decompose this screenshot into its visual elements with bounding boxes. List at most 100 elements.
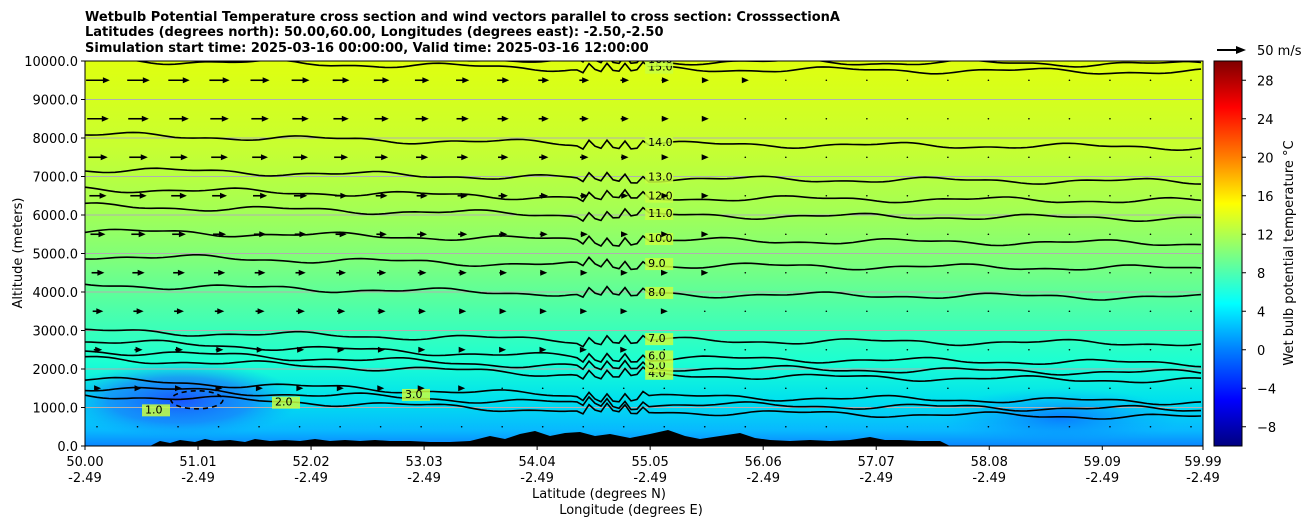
wind-vector [906,348,909,351]
contour-line [85,394,1202,420]
wind-vector [1028,156,1030,159]
wind-vector [177,425,179,428]
quiver-key-label: 50 m/s [1257,44,1302,59]
wind-vector-head [620,269,628,276]
wind-vector-head [540,269,548,276]
wind-vector [1028,387,1030,390]
x-tick-label-lat: 58.08 [971,455,1008,470]
wind-vector [1190,156,1192,159]
wind-vector-head [701,154,709,161]
wind-vector-head [459,269,467,276]
wind-vector [703,387,706,390]
wind-vector [1068,271,1071,274]
colorbar-tick-label: 20 [1257,151,1274,166]
x-axis-label-2: Longitude (degrees E) [559,503,703,518]
wind-vector [987,310,990,313]
wind-vector-head [580,231,588,238]
wind-vector [1068,310,1071,313]
x-axis: 50.00-2.4951.01-2.4952.02-2.4953.03-2.49… [66,446,1222,486]
wind-vector-head [421,115,429,122]
title-line-3: Simulation start time: 2025-03-16 00:00:… [85,41,649,56]
wind-vector [744,271,747,274]
wind-vector-head [420,192,428,199]
x-tick-label-lon: -2.49 [520,471,554,486]
wind-vector-head [620,308,628,315]
wind-vector-head [462,77,470,84]
wind-vector [866,117,868,120]
wind-vector [1109,79,1111,82]
contour-label-bg [142,404,170,417]
wind-vector [96,425,98,428]
wind-vector-head [581,115,589,122]
wind-vector-head [296,385,304,392]
y-axis: 0.0 1000.0 2000.0 3000.0 4000.0 5000.0 6000.0 7… [24,55,85,455]
wind-vector-head [499,346,507,353]
wind-vector [582,387,585,390]
wind-vector [947,233,949,236]
wind-vector-head [177,269,185,276]
wind-vector-head [139,192,147,199]
colorbar-tick-label: 0 [1257,344,1265,359]
colorbar: −8 −4 0 4 8 12 16 20 24 28 Wet bulb potential tem… [1213,60,1297,447]
x-tick-label-lon: -2.49 [1186,471,1220,486]
wind-vector-head [661,115,669,122]
wind-vector-head [337,346,345,353]
contour-line [85,186,1202,204]
wind-vector-head [301,154,309,161]
wind-vector-head [501,115,509,122]
title-line-1: Wetbulb Potential Temperature cross sect… [85,10,840,25]
wind-vector [663,387,666,390]
wind-vector [1109,194,1111,197]
wind-vector-head [379,231,387,238]
wind-vector-head [336,385,344,392]
wind-vector [501,387,503,390]
x-tick-label-lat: 53.03 [405,455,442,470]
wind-vector [1149,79,1152,82]
wind-vector [663,425,666,428]
wind-vector-head [581,154,589,161]
wind-vector-head [98,231,106,238]
wind-vector [1028,79,1030,82]
wind-vector [1190,117,1192,120]
wind-vector [947,156,949,159]
wind-vector-head [216,346,224,353]
y-tick-label: 3000.0 [33,325,79,340]
wind-vector [744,310,747,313]
contour-label-bg [402,388,430,401]
colorbar-tick-label: −8 [1257,421,1276,436]
wind-vector-head [135,346,143,353]
wind-vector-head [298,269,306,276]
colorbar-tick-label: 24 [1257,113,1274,128]
contour-label-bg [272,396,300,409]
wind-vector-head [539,346,547,353]
colorbar-tick-label: 28 [1257,74,1274,89]
colorbar-ticks: −8 −4 0 4 8 12 16 20 24 28 [1242,74,1276,436]
wind-vector-head [622,77,630,84]
wind-vector-head [297,308,305,315]
wind-vector [947,387,949,390]
wind-vector-head [661,77,669,84]
y-tick-label: 0.0 [57,440,78,455]
x-tick-label-lon: -2.49 [859,471,893,486]
contour-label: 10.0 [648,232,673,245]
contour-line [459,61,1202,68]
y-tick-label: 9000.0 [33,94,79,109]
wind-vector-head [300,192,308,199]
wind-vector-head [99,192,107,199]
wind-vector-head [582,77,590,84]
contour-line [85,202,1202,223]
wind-vector [785,233,787,236]
wind-vector-head [502,77,510,84]
wind-vector-head [299,231,307,238]
x-tick-label-lon: -2.49 [972,471,1006,486]
colorbar-tick-label: 16 [1257,190,1274,205]
wind-vector-head [262,77,270,84]
cold-pool-west [85,362,300,438]
x-tick-label-lon: -2.49 [407,471,441,486]
wind-vector [987,156,990,159]
wind-vector [1190,194,1192,197]
wind-vector [1149,233,1152,236]
x-tick-label-lat: 59.09 [1084,455,1121,470]
wind-vector-head [381,154,389,161]
wind-vector [825,233,828,236]
